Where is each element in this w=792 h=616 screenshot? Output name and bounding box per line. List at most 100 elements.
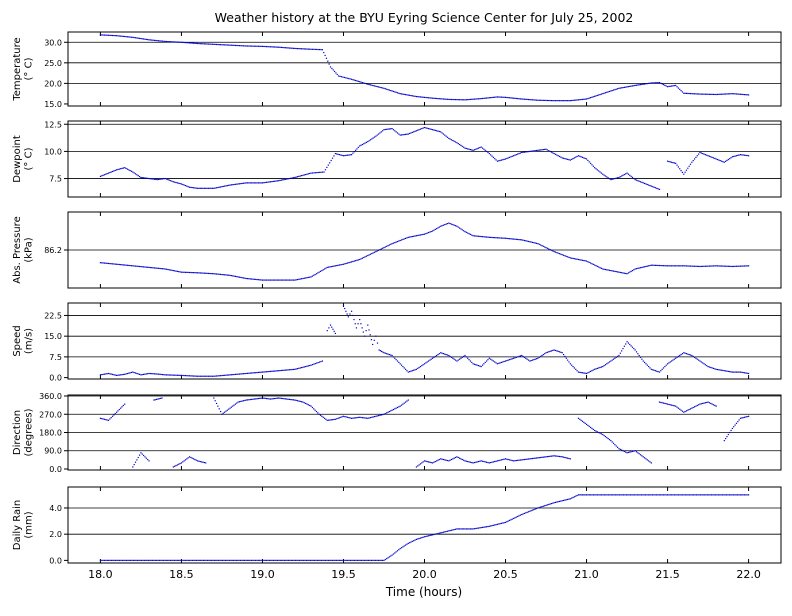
data-point	[320, 171, 322, 173]
data-point	[647, 494, 649, 496]
data-point	[459, 528, 461, 530]
data-point	[106, 173, 108, 175]
data-point	[499, 523, 501, 525]
data-point	[540, 355, 542, 358]
data-point	[618, 448, 620, 450]
data-point	[698, 265, 700, 268]
data-point	[145, 177, 147, 179]
data-point	[418, 366, 420, 369]
data-point	[664, 265, 666, 267]
data-point	[530, 458, 532, 460]
data-point	[364, 417, 366, 419]
data-point	[617, 446, 619, 448]
data-point	[377, 415, 380, 417]
data-point	[219, 186, 222, 188]
data-point	[507, 520, 509, 522]
data-point	[382, 351, 384, 353]
data-point	[153, 178, 156, 180]
data-point	[230, 374, 232, 376]
data-point	[184, 41, 187, 44]
data-point	[662, 367, 665, 369]
data-point	[330, 559, 332, 561]
data-point	[492, 360, 494, 362]
data-point	[584, 157, 586, 160]
data-point	[477, 147, 480, 149]
data-point	[518, 355, 520, 358]
data-point	[219, 375, 222, 377]
data-point	[399, 239, 401, 242]
data-point	[506, 458, 508, 460]
data-point	[105, 173, 107, 175]
data-point	[746, 416, 748, 418]
data-point	[484, 236, 486, 238]
data-point	[733, 155, 735, 158]
data-point	[445, 530, 447, 533]
data-point	[602, 268, 604, 270]
data-point	[569, 100, 571, 102]
data-point	[411, 235, 413, 238]
data-point	[380, 559, 382, 561]
data-point	[430, 534, 432, 536]
data-point	[629, 343, 631, 346]
data-point	[226, 274, 228, 276]
data-point	[658, 264, 661, 267]
data-point	[309, 559, 312, 561]
data-point	[707, 401, 709, 403]
data-point	[623, 450, 625, 453]
data-point	[634, 179, 636, 181]
data-point	[251, 45, 253, 47]
data-point	[361, 327, 363, 329]
data-point	[579, 259, 581, 261]
data-point	[369, 139, 372, 141]
data-point	[233, 373, 235, 376]
data-point	[133, 172, 135, 174]
data-point	[522, 151, 524, 153]
data-point	[242, 182, 245, 184]
data-point	[149, 39, 151, 41]
data-point	[722, 161, 724, 163]
data-point	[680, 169, 682, 172]
data-point	[352, 314, 354, 317]
data-point	[244, 372, 246, 375]
data-point	[450, 223, 453, 225]
data-point	[136, 559, 139, 561]
data-point	[745, 265, 747, 267]
data-point	[330, 419, 332, 421]
data-point	[480, 98, 482, 100]
data-point	[592, 369, 594, 371]
data-point	[332, 328, 334, 330]
data-point	[446, 98, 449, 100]
data-point	[251, 278, 253, 280]
data-point	[747, 494, 750, 496]
data-point	[598, 170, 600, 172]
data-point	[369, 84, 372, 86]
data-point	[708, 155, 711, 157]
data-point	[230, 184, 232, 186]
data-point	[225, 44, 227, 46]
data-point	[483, 236, 485, 238]
data-point	[436, 354, 438, 357]
data-point	[260, 45, 262, 47]
data-point	[537, 357, 539, 359]
y-axis-label-unit: (° C)	[24, 57, 35, 80]
data-point	[388, 89, 390, 91]
data-point	[515, 459, 517, 462]
data-point	[612, 89, 615, 91]
data-point	[226, 559, 228, 561]
data-point	[473, 528, 476, 530]
data-point	[669, 361, 671, 363]
data-point	[654, 494, 656, 496]
data-point	[331, 157, 334, 159]
data-point	[265, 397, 268, 400]
data-point	[107, 372, 110, 375]
data-point	[550, 350, 553, 352]
data-point	[611, 359, 613, 361]
data-point	[143, 38, 145, 40]
data-point	[479, 235, 481, 238]
data-point	[715, 405, 717, 407]
data-point	[222, 412, 224, 414]
data-point	[556, 350, 558, 352]
data-point	[741, 265, 743, 267]
data-point	[602, 93, 604, 95]
data-point	[571, 158, 573, 160]
